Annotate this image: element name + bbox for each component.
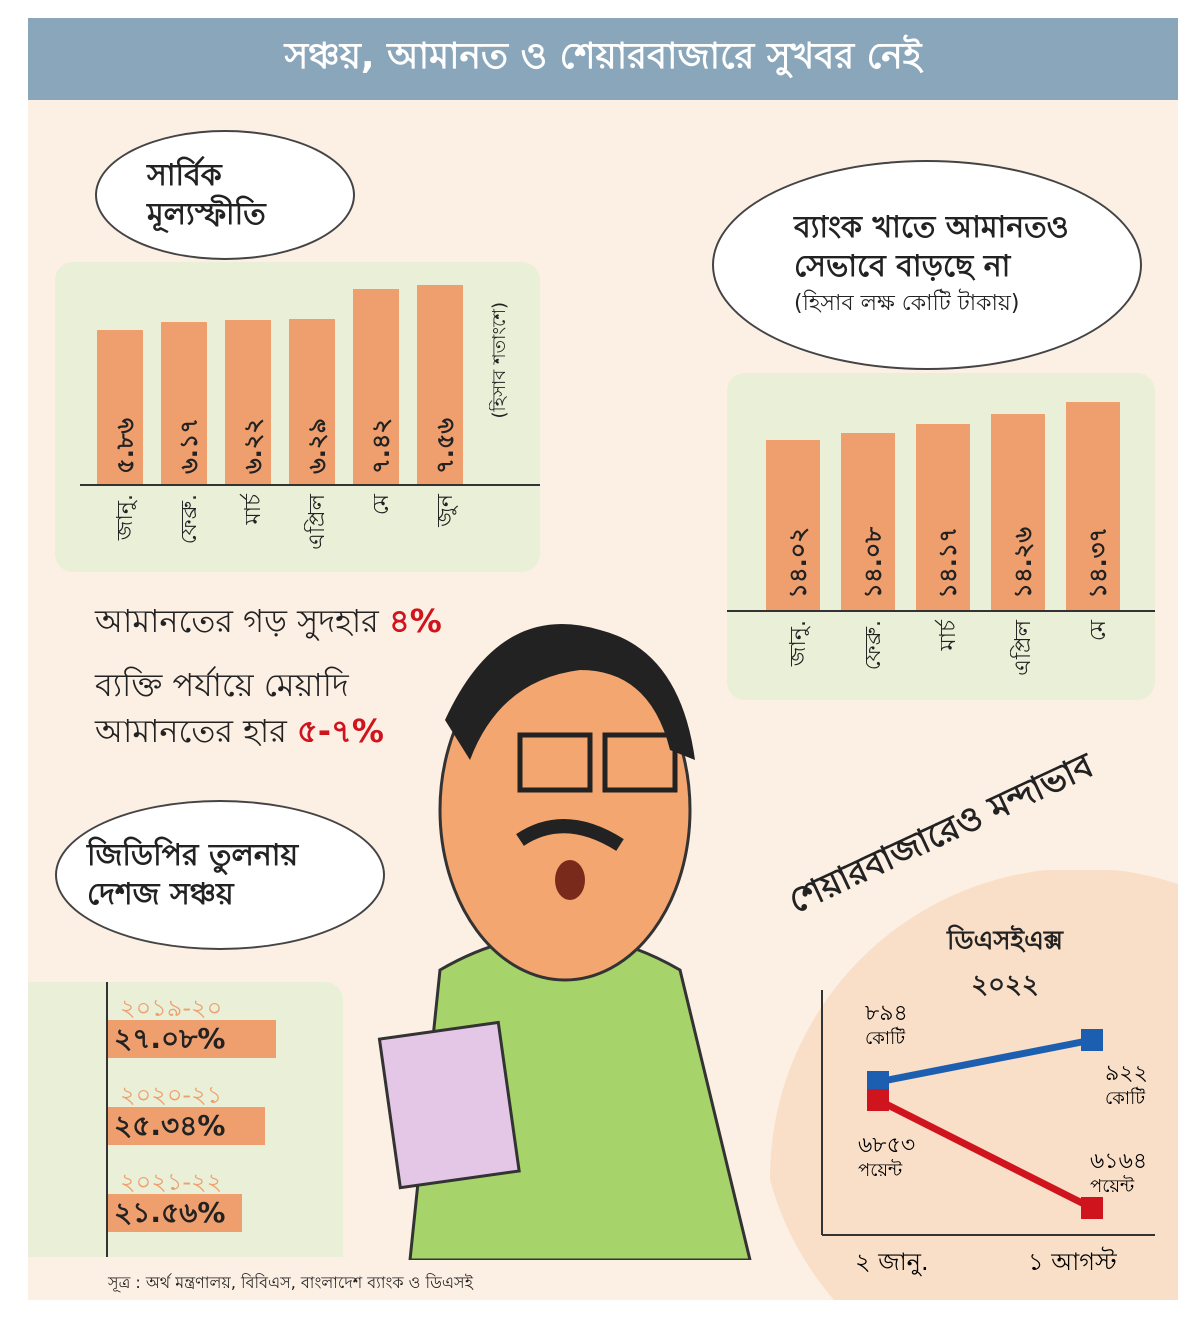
inflation-bar: ৬.২২ [225, 320, 271, 484]
inflation-x-label: এপ্রিল [305, 494, 330, 550]
dsex-line-0 [877, 1036, 1093, 1086]
deposit-x-label: মে [1086, 620, 1111, 642]
term-deposit-label-2: আমানতের হার [95, 712, 287, 750]
deposit-chart: ১৪.০২ জানু. ১৪.০৮ ফেব্রু. ১৪.১৭ মার্চ ১৪.২৬ এপ্… [727, 373, 1155, 700]
gdp-title-2: দেশজ সঞ্চয় [87, 877, 234, 912]
cartoon-man-illustration [377, 624, 752, 1260]
avg-interest-label: আমানতের গড় সুদহার [95, 602, 379, 640]
inflation-bar-label: ৭.৪২ [367, 418, 395, 474]
page-title: সঞ্চয়, আমানত ও শেয়ারবাজারে সুখবর নেই [28, 18, 1178, 100]
term-deposit-label-1: ব্যক্তি পর্যায়ে মেয়াদি [95, 666, 349, 704]
dsex-line-1 [876, 1096, 1094, 1212]
deposit-x-label: এপ্রিল [1011, 620, 1036, 676]
avg-interest-value: ৪% [388, 602, 442, 640]
dsex-unit-label: পয়েন্ট [858, 1159, 903, 1181]
inflation-bar-label: ৬.২৯ [303, 418, 331, 474]
deposit-unit: (হিসাব লক্ষ কোটি টাকায়) [794, 290, 1020, 316]
dsex-unit-label: কোটি [1105, 1087, 1146, 1109]
inflation-x-label: মে [369, 494, 394, 516]
inflation-bar: ৭.৪২ [353, 288, 399, 484]
source-note: সূত্র : অর্থ মন্ত্রণালয়, বিবিএস, বাংলাদ… [108, 1273, 473, 1292]
y-axis [106, 982, 108, 1257]
inflation-x-label: জুন [433, 494, 458, 527]
avg-interest-text: আমানতের গড় সুদহার ৪% [95, 596, 442, 650]
inflation-bar: ৫.৮৬ [97, 329, 143, 484]
deposit-x-label: মার্চ [936, 620, 961, 651]
dsex-value-label: ৬৮৫৩ [858, 1133, 915, 1158]
inflation-title-2: মূল্যস্ফীতি [147, 197, 266, 232]
unit-label: (হিসাব শতাংশে) [489, 302, 510, 419]
inflation-bubble: সার্বিক মূল্যস্ফীতি [95, 130, 355, 260]
deposit-bar-label: ১৪.৩৭ [1084, 526, 1112, 598]
deposit-bar: ১৪.২৬ [991, 413, 1045, 610]
gdp-bubble: জিডিপির তুলনায় দেশজ সঞ্চয় [55, 800, 385, 950]
inflation-bar: ৬.২৯ [289, 318, 335, 484]
inflation-bar-label: ৬.২২ [239, 418, 267, 474]
gdp-bar: ২৭.০৮% [108, 1020, 276, 1058]
gdp-bar: ২৫.৩৪% [108, 1107, 266, 1145]
inflation-bar-label: ৬.১৭ [175, 418, 203, 474]
x-axis [80, 484, 540, 486]
dsex-value-label: ৬১৬৪ [1090, 1149, 1147, 1174]
deposit-bar: ১৪.০৮ [841, 433, 895, 610]
dsex-value-label: ৯২২ [1105, 1061, 1148, 1086]
deposit-bar-label: ১৪.১৭ [934, 526, 962, 598]
dsex-point [1081, 1029, 1103, 1051]
deposit-title-2: সেভাবে বাড়ছে না [794, 248, 1011, 284]
dsex-x-label: ১ আগস্ট [1028, 1247, 1118, 1276]
inflation-chart: (হিসাব শতাংশে) ৫.৮৬ জানু. ৬.১৭ ফেব্রু. ৬.২২ ম… [55, 262, 540, 572]
dsex-unit-label: পয়েন্ট [1090, 1175, 1135, 1197]
inflation-bar: ৬.১৭ [161, 321, 207, 484]
stock-circle-shape [770, 870, 1178, 1300]
deposit-title-1: ব্যাংক খাতে আমানতও [794, 209, 1069, 245]
inflation-x-label: জানু. [113, 494, 138, 541]
deposit-bar-label: ১৪.০৮ [859, 526, 887, 598]
inflation-bar-label: ৭.৫৬ [431, 418, 459, 474]
gdp-year-label: ২০১৯-২০ [120, 994, 223, 1022]
term-deposit-text: আমানতের হার ৫-৭% [95, 706, 384, 760]
deposit-bar: ১৪.১৭ [916, 423, 970, 610]
dsex-title-text: ডিএসইএক্স [947, 926, 1063, 956]
term-deposit-value: ৫-৭% [296, 712, 384, 750]
inflation-x-label: ফেব্রু. [177, 494, 202, 545]
x-axis [727, 610, 1155, 612]
gdp-year-label: ২০২০-২১ [120, 1081, 223, 1109]
deposit-bar-label: ১৪.২৬ [1009, 526, 1037, 598]
stock-circle [770, 870, 1178, 1300]
dsex-point [867, 1089, 889, 1111]
dsex-x-label: ২ জানু. [855, 1248, 929, 1276]
dsex-year: ২০২২ [971, 970, 1039, 1000]
inflation-bar: ৭.৫৬ [417, 285, 463, 484]
inflation-title-1: সার্বিক [147, 158, 222, 193]
inflation-x-label: মার্চ [241, 494, 266, 525]
gdp-title-1: জিডিপির তুলনায় [87, 838, 299, 873]
dsex-point [867, 1071, 889, 1093]
dsex-title: ডিএসইএক্স ২০২২ [930, 920, 1080, 1008]
gdp-bar: ২১.৫৬% [108, 1194, 242, 1232]
deposit-bar: ১৪.৩৭ [1066, 401, 1120, 610]
deposit-bubble: ব্যাংক খাতে আমানতও সেভাবে বাড়ছে না (হিস… [712, 160, 1142, 370]
dsex-value-label: ৮৯৪ [865, 1001, 908, 1026]
deposit-bar: ১৪.০২ [766, 440, 820, 610]
inflation-bar-label: ৫.৮৬ [111, 418, 139, 474]
deposit-x-label: ফেব্রু. [861, 620, 886, 671]
deposit-bar-label: ১৪.০২ [784, 526, 812, 598]
gdp-chart: ২০১৯-২০ ২৭.০৮% ২০২০-২১ ২৫.৩৪% ২০২১-২২ ২১.৫৬% [108, 990, 348, 1250]
dsex-point [1081, 1197, 1103, 1219]
deposit-x-label: জানু. [786, 620, 811, 667]
dsex-unit-label: কোটি [865, 1027, 906, 1049]
gdp-year-label: ২০২১-২২ [120, 1168, 223, 1196]
